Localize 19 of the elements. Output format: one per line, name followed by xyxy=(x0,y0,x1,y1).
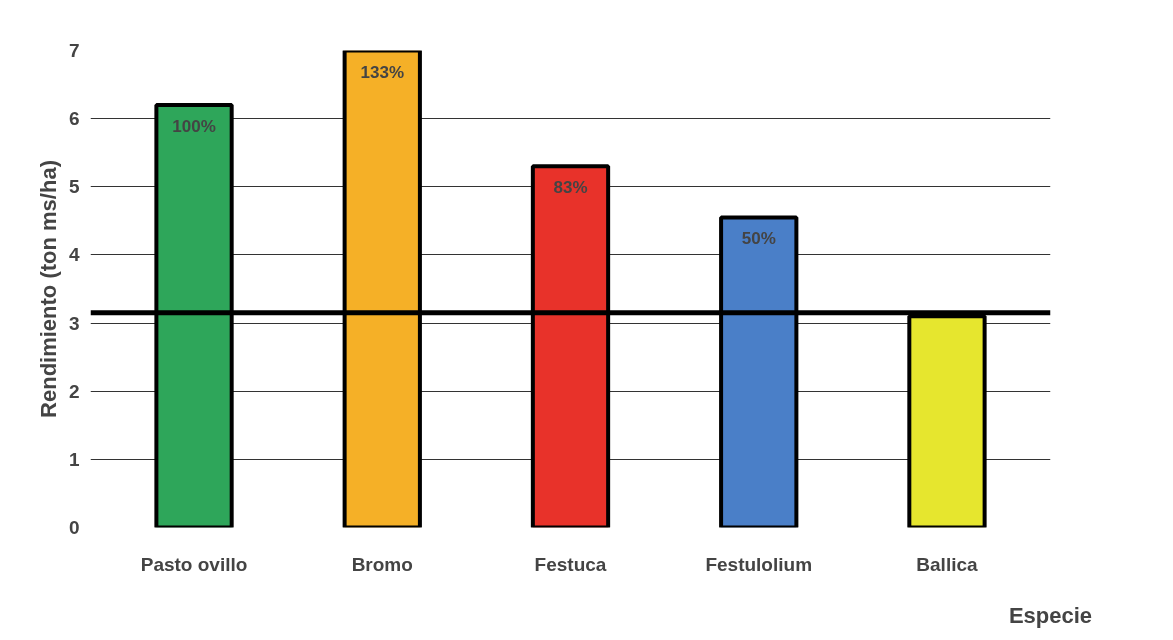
y-tick-label: 7 xyxy=(68,40,80,61)
x-axis-title: Especie xyxy=(1008,602,1093,628)
x-tick-label: Ballica xyxy=(916,553,979,575)
x-tick-label: Festulolium xyxy=(705,553,813,575)
x-tick-label: Pasto ovillo xyxy=(140,553,248,575)
y-tick-label: 0 xyxy=(68,517,80,538)
y-axis-title: Rendimiento (ton ms/ha) xyxy=(35,160,61,418)
x-tick-label: Festuca xyxy=(534,553,607,575)
y-tick-label: 6 xyxy=(68,108,80,130)
x-tick-label: Bromo xyxy=(351,553,413,575)
annotation: 100% xyxy=(172,117,216,137)
annotation: 50% xyxy=(741,229,776,249)
y-tick-label: 1 xyxy=(68,448,80,470)
y-tick-label: 2 xyxy=(68,380,80,402)
y-tick-label: 4 xyxy=(68,244,80,266)
annotation: 133% xyxy=(360,62,405,82)
annotation: 83% xyxy=(553,178,588,198)
y-tick-label: 5 xyxy=(68,176,80,198)
y-tick-label: 3 xyxy=(68,312,80,334)
